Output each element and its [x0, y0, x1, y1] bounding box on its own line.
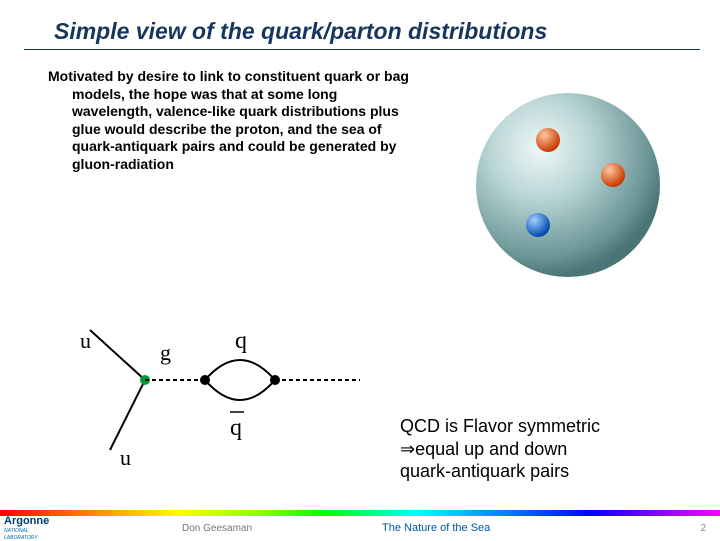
qcd-line3: quark-antiquark pairs	[400, 461, 569, 481]
up-quark-icon	[536, 128, 560, 152]
qcd-line2: equal up and down	[415, 439, 567, 459]
implies-icon: ⇒	[400, 439, 415, 459]
label-g: g	[160, 340, 171, 365]
label-u-bottom: u	[120, 445, 131, 470]
vertex-icon	[200, 375, 210, 385]
talk-subtitle: The Nature of the Sea	[382, 522, 490, 534]
label-q: q	[235, 328, 247, 354]
author-name: Don Geesaman	[182, 523, 252, 534]
page-number: 2	[700, 523, 706, 534]
quark-line	[90, 330, 145, 380]
loop-line	[205, 360, 275, 380]
loop-line	[205, 380, 275, 400]
up-quark-icon	[601, 163, 625, 187]
qcd-statement: QCD is Flavor symmetric ⇒equal up and do…	[400, 415, 700, 483]
proton-illustration	[468, 85, 668, 290]
slide-footer: Argonne NATIONAL LABORATORY Don Geesaman…	[0, 510, 720, 540]
quark-line	[110, 380, 145, 450]
label-qbar: q	[230, 415, 242, 441]
intro-paragraph: Motivated by desire to link to constitue…	[48, 50, 418, 173]
down-quark-icon	[526, 213, 550, 237]
qcd-line1: QCD is Flavor symmetric	[400, 416, 600, 436]
argonne-logo: Argonne NATIONAL LABORATORY	[4, 516, 62, 541]
slide-title: Simple view of the quark/parton distribu…	[24, 0, 700, 50]
label-u-top: u	[80, 328, 91, 353]
feynman-diagram: u g u q q	[80, 320, 380, 485]
